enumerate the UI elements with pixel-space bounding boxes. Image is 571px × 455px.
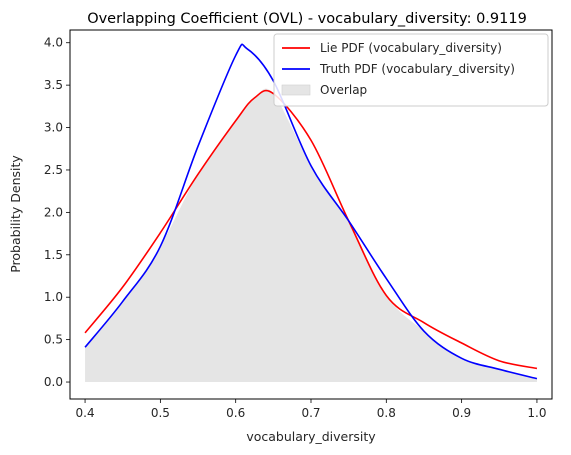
x-tick-label: 0.6 (226, 406, 245, 420)
lie-pdf-line (84, 89, 538, 370)
y-tick-label: 4.0 (44, 36, 63, 50)
x-tick-label: 0.4 (76, 406, 95, 420)
legend-box (273, 33, 549, 107)
y-tick-label: 3.0 (44, 121, 63, 135)
x-tick-label: 0.9 (452, 406, 471, 420)
y-tick-label: 2.5 (44, 163, 63, 177)
legend-entry-label: Lie PDF (vocabulary_diversity) (320, 41, 502, 55)
y-axis-label: Probability Density (8, 155, 23, 273)
legend: Lie PDF (vocabulary_diversity) Truth PDF … (273, 33, 549, 107)
x-axis-label: vocabulary_diversity (246, 429, 376, 444)
x-tick-label: 0.5 (151, 406, 170, 420)
legend-swatch-overlap (281, 84, 311, 96)
y-tick-label: 1.0 (44, 290, 63, 304)
y-tick-label: 1.5 (44, 248, 63, 262)
legend-entry-label: Truth PDF (vocabulary_diversity) (319, 62, 515, 76)
x-tick-label: 1.0 (527, 406, 546, 420)
chart-title: Overlapping Coefficient (OVL) - vocabula… (87, 11, 527, 27)
x-tick-label: 0.7 (301, 406, 320, 420)
y-tick-label: 0.5 (44, 333, 63, 347)
x-tick-label: 0.8 (377, 406, 396, 420)
truth-pdf-line (84, 43, 538, 380)
y-tick-label: 2.0 (44, 205, 63, 219)
y-tick-label: 0.0 (44, 375, 63, 389)
overlap-area (85, 88, 537, 383)
y-tick-label: 3.5 (44, 78, 63, 92)
legend-entry-label: Overlap (320, 83, 367, 97)
